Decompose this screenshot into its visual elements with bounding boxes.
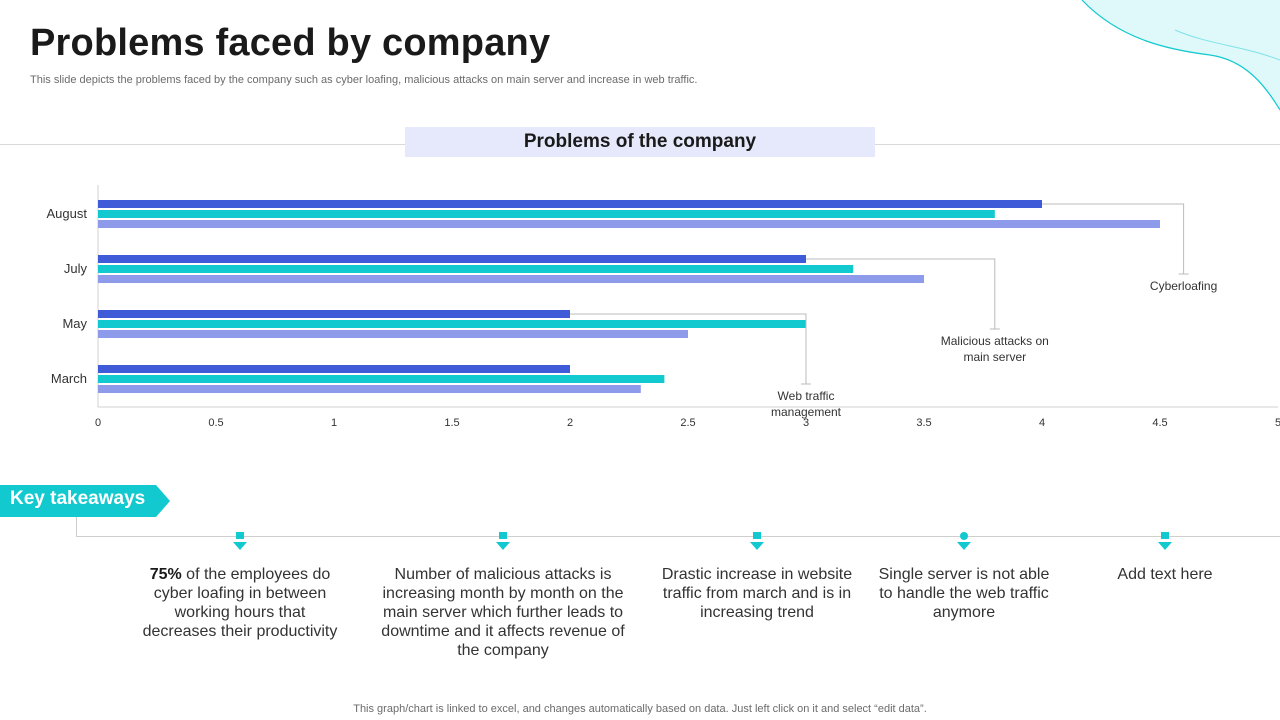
annotation-label: Malicious attacks on: [941, 334, 1049, 348]
x-tick-label: 2: [567, 417, 573, 429]
annotation-label: Cyberloafing: [1150, 279, 1217, 293]
y-tick-label: May: [62, 316, 87, 331]
x-tick-label: 1.5: [444, 417, 459, 429]
annotation-label: Web traffic: [778, 389, 835, 403]
x-tick-label: 0: [95, 417, 101, 429]
callout-line: [806, 258, 1000, 330]
timeline-line: [76, 536, 1280, 537]
marker-icon: [750, 532, 764, 550]
x-tick-label: 4.5: [1152, 417, 1167, 429]
bar: [98, 365, 570, 373]
corner-wave-decoration: [1081, 0, 1280, 111]
takeaway-text: Add text here: [1117, 566, 1213, 583]
marker-icon: [496, 532, 510, 550]
marker-icon: [1158, 532, 1172, 550]
bar: [98, 320, 806, 328]
annotation-label: main server: [963, 350, 1026, 364]
annotation-label: management: [771, 405, 842, 419]
x-tick-label: 3: [803, 417, 809, 429]
bar: [98, 275, 924, 283]
bar: [98, 385, 641, 393]
callout-line: [1042, 203, 1189, 275]
footer-note: This graph/chart is linked to excel, and…: [353, 703, 927, 715]
chart-title: Problems of the company: [405, 127, 875, 157]
marker-icon: [957, 532, 971, 550]
bar: [98, 330, 688, 338]
takeaway-text: Number of malicious attacks is increasin…: [381, 566, 625, 659]
connector-line: [76, 517, 77, 536]
bar-chart: August July May March 0 0.5 1 1.5 2 2.5 3 3.5 4 4.5 5 C…: [47, 185, 1280, 429]
x-tick-label: 2.5: [680, 417, 695, 429]
x-tick-label: 0.5: [208, 417, 223, 429]
takeaway-text: 75% of the employees do cyber loafing in…: [142, 566, 338, 640]
bar: [98, 310, 570, 318]
y-tick-label: August: [47, 206, 88, 221]
x-tick-label: 4: [1039, 417, 1045, 429]
takeaway-text: Single server is not able to handle the …: [878, 566, 1050, 621]
y-tick-label: July: [64, 261, 88, 276]
marker-icon: [233, 532, 247, 550]
bar: [98, 220, 1160, 228]
key-takeaways-banner: [0, 485, 170, 517]
y-tick-label: March: [51, 371, 87, 386]
bar: [98, 375, 665, 383]
page-subtitle: This slide depicts the problems faced by…: [30, 74, 698, 86]
bar: [98, 210, 995, 218]
bar: [98, 265, 854, 273]
page-title: Problems faced by company: [30, 22, 551, 64]
x-tick-label: 5: [1275, 417, 1280, 429]
x-tick-label: 3.5: [916, 417, 931, 429]
callout-line: [570, 313, 811, 385]
bar: [98, 255, 806, 263]
bar: [98, 200, 1042, 208]
key-takeaways-label: Key takeaways: [10, 488, 146, 509]
takeaway-text: Drastic increase in website traffic from…: [661, 566, 853, 621]
x-tick-label: 1: [331, 417, 337, 429]
